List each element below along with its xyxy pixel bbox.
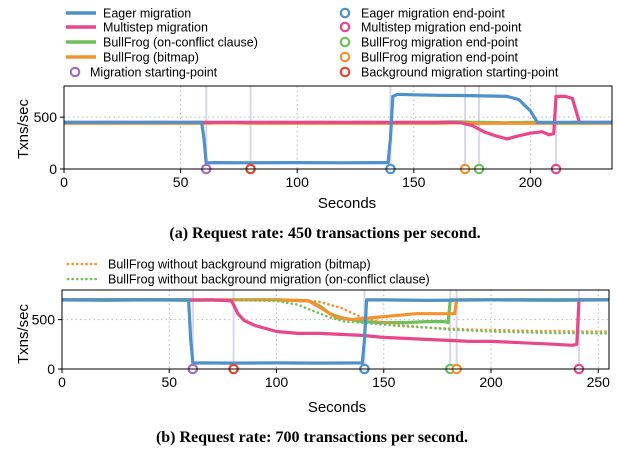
plot-frame-b xyxy=(61,289,610,370)
plot-a: 0 50 100 150 200 0 500 xyxy=(34,85,613,190)
legend-label: Migration starting-point xyxy=(90,66,218,80)
legend-label: Multistep migration end-point xyxy=(361,21,522,35)
y-axis-label-a: Txns/sec xyxy=(15,98,32,159)
caption-b: (b) Request rate: 700 transactions per s… xyxy=(156,429,468,446)
y-axis-label-b: Txns/sec xyxy=(15,303,32,364)
legend-label: BullFrog migration end-point xyxy=(361,36,519,50)
x-tick-label-b: 200 xyxy=(479,374,503,390)
series-line-eager xyxy=(64,92,612,165)
y-tick-label-a: 0 xyxy=(49,161,57,177)
series-line-multistep xyxy=(62,298,609,347)
y-tick-label-a: 500 xyxy=(34,109,58,125)
legend-marker-start_point xyxy=(69,66,81,78)
legend-label: Multistep migration xyxy=(103,21,208,35)
legend-marker-bullfrog_bitmap xyxy=(339,51,351,63)
x-tick-label-a: 100 xyxy=(286,174,310,190)
series-line-bullfrog_bitmap-dotted xyxy=(62,298,609,333)
legend-marker-bullfrog_conflict xyxy=(339,36,351,48)
x-tick-label-b: 100 xyxy=(265,374,289,390)
plot-b: 0 50 100 150 200 250 0 500 xyxy=(32,289,611,390)
legend-label: BullFrog without background migration (b… xyxy=(108,258,371,272)
legend-b: BullFrog without background migration (b… xyxy=(66,258,430,287)
x-tick-label-b: 0 xyxy=(58,374,66,390)
legend-label: Eager migration xyxy=(103,7,191,21)
legend-marker-eager xyxy=(339,7,351,19)
x-tick-label-a: 0 xyxy=(60,174,68,190)
caption-a: (a) Request rate: 450 transactions per s… xyxy=(169,225,480,242)
legend-label: BullFrog (bitmap) xyxy=(103,51,199,65)
series-group-a xyxy=(64,92,612,165)
x-axis-label-a: Seconds xyxy=(318,195,376,212)
y-tick-label-b: 500 xyxy=(32,312,56,328)
series-line-eager xyxy=(62,298,609,365)
series-line-multistep xyxy=(64,94,612,141)
series-group-b xyxy=(62,298,609,365)
plot-frame-a xyxy=(63,85,613,170)
legend-marker-multistep xyxy=(339,21,351,33)
legend-label: Background migration starting-point xyxy=(361,66,559,80)
x-axis-label-b: Seconds xyxy=(308,399,366,416)
x-tick-label-a: 150 xyxy=(402,174,426,190)
legend-label: BullFrog (on-conflict clause) xyxy=(103,36,258,50)
legend-label: BullFrog without background migration (o… xyxy=(108,273,430,287)
x-tick-label-a: 50 xyxy=(173,174,189,190)
legend-marker-background_start xyxy=(339,66,351,78)
x-tick-label-b: 50 xyxy=(161,374,177,390)
series-line-bullfrog_conflict-dotted xyxy=(62,298,609,335)
x-tick-label-b: 250 xyxy=(587,374,611,390)
series-line-bullfrog_bitmap xyxy=(62,298,609,322)
panel-b: BullFrog without background migration (b… xyxy=(15,258,610,447)
legend-label: Eager migration end-point xyxy=(361,7,505,21)
x-tick-label-a: 200 xyxy=(519,174,543,190)
y-tick-label-b: 0 xyxy=(47,361,55,377)
x-tick-label-b: 150 xyxy=(372,374,396,390)
legend-label: BullFrog migration end-point xyxy=(361,51,519,65)
